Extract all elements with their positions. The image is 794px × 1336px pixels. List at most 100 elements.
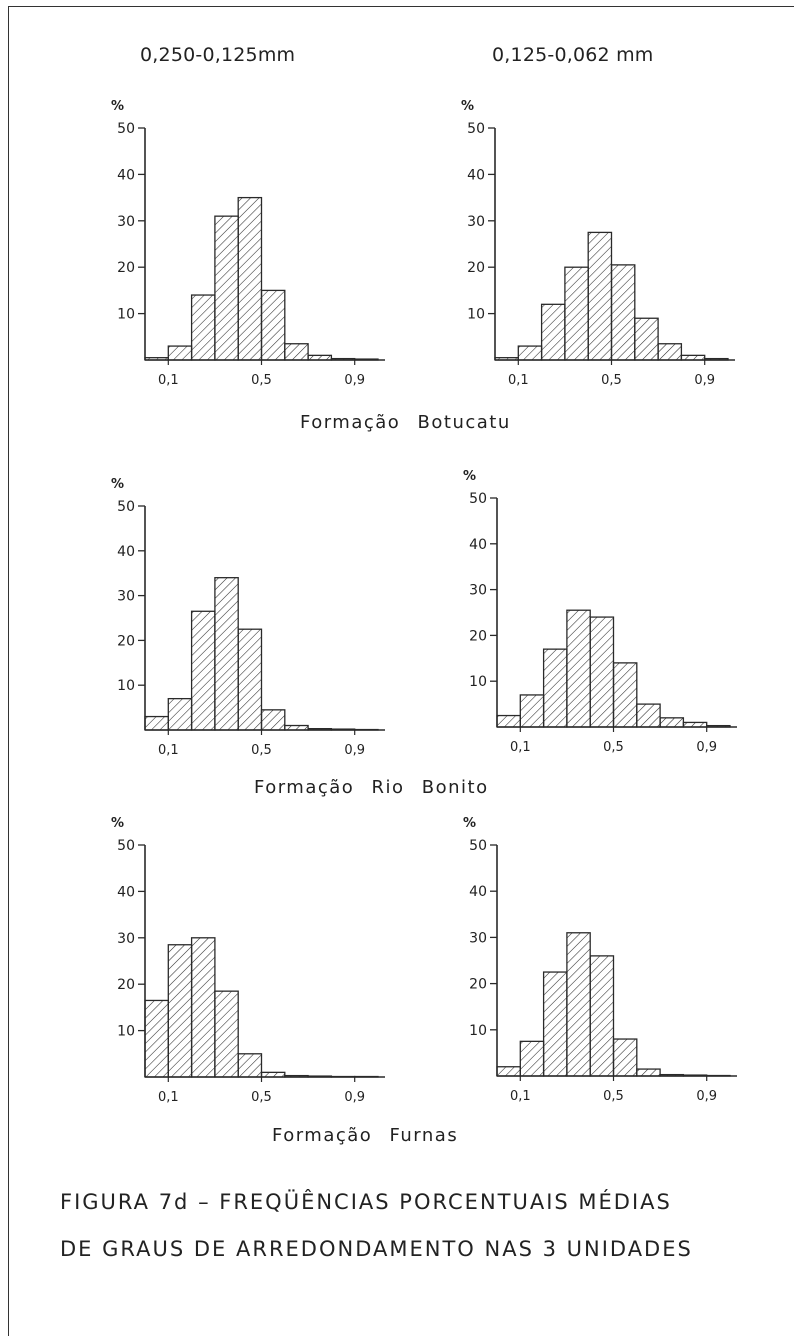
y-tick-label: 30	[467, 214, 485, 230]
y-tick-label: 40	[469, 884, 487, 900]
histogram-bar	[565, 267, 588, 360]
histogram-bar	[262, 290, 285, 360]
y-tick-label: 30	[117, 214, 135, 230]
y-tick-label: 20	[469, 977, 487, 993]
y-tick-label: 40	[467, 167, 485, 183]
histogram-bar	[168, 346, 191, 360]
y-tick-label: 20	[467, 260, 485, 276]
y-tick-label: 30	[469, 583, 487, 599]
histogram-bar	[567, 933, 590, 1076]
histogram-bar	[215, 216, 238, 360]
y-tick-label: 50	[117, 838, 135, 854]
histogram-bar	[497, 1067, 520, 1076]
histogram-bar	[192, 611, 215, 730]
histogram-bar	[590, 617, 613, 727]
histogram-bar	[215, 991, 238, 1077]
caption-line-1: FIGURA 7d – FREQÜÊNCIAS PORCENTUAIS MÉDI…	[60, 1190, 672, 1214]
histogram-2: % 10 20 30 40 50 0,1 0,5 0,9	[445, 90, 785, 430]
y-unit-label: %	[111, 99, 124, 114]
y-tick-label: 40	[469, 537, 487, 553]
x-tick-label: 0,9	[694, 373, 715, 388]
y-unit-label: %	[461, 99, 474, 114]
y-unit-label: %	[463, 469, 476, 484]
histogram-bar	[192, 295, 215, 360]
x-tick-label: 0,1	[508, 373, 529, 388]
histogram-bar	[168, 945, 191, 1077]
y-unit-label: %	[463, 816, 476, 831]
histogram-bar	[145, 1000, 168, 1077]
histogram-bar	[285, 344, 308, 360]
x-tick-label: 0,5	[603, 740, 624, 755]
y-tick-label: 10	[467, 307, 485, 323]
y-tick-label: 10	[117, 307, 135, 323]
histogram-bar	[635, 318, 658, 360]
y-tick-label: 40	[117, 884, 135, 900]
histogram-bar	[215, 578, 238, 730]
y-tick-label: 20	[469, 628, 487, 644]
y-tick-label: 30	[469, 930, 487, 946]
caption-line-2: DE GRAUS DE ARREDONDAMENTO NAS 3 UNIDADE…	[60, 1237, 693, 1261]
y-tick-label: 20	[117, 260, 135, 276]
histogram-bar	[660, 718, 683, 727]
x-tick-label: 0,5	[251, 743, 272, 758]
histogram-bar	[520, 1041, 543, 1076]
histogram-bar	[542, 304, 565, 360]
histogram-bar	[520, 695, 543, 727]
x-tick-label: 0,1	[158, 1090, 179, 1105]
histogram-bar	[168, 699, 191, 730]
histogram-bar	[637, 1069, 660, 1076]
y-tick-label: 20	[117, 633, 135, 649]
y-tick-label: 50	[117, 121, 135, 137]
histogram-bar	[637, 704, 660, 727]
row-label-furnas: Formação Furnas	[272, 1125, 458, 1146]
histogram-5: % 10 20 30 40 50 0,1 0,5 0,9	[95, 805, 435, 1145]
x-tick-label: 0,1	[510, 740, 531, 755]
y-tick-label: 40	[117, 544, 135, 560]
y-tick-label: 30	[117, 589, 135, 605]
histogram-bar	[262, 710, 285, 730]
histogram-bar	[588, 232, 611, 360]
x-tick-label: 0,5	[251, 1090, 272, 1105]
histogram-bar	[614, 1039, 637, 1076]
column-title-fine: 0,125-0,062 mm	[492, 44, 654, 66]
y-tick-label: 30	[117, 931, 135, 947]
histogram-bar	[145, 717, 168, 730]
x-tick-label: 0,1	[158, 743, 179, 758]
histogram-bar	[544, 649, 567, 727]
histogram-bar	[614, 663, 637, 727]
histogram-1: % 10 20 30 40 50 0,1 0,5 0,9	[95, 90, 435, 430]
histogram-bar	[544, 972, 567, 1076]
row-label-botucatu: Formação Botucatu	[300, 412, 511, 433]
x-tick-label: 0,1	[510, 1089, 531, 1104]
x-tick-label: 0,9	[696, 740, 717, 755]
histogram-bar	[497, 716, 520, 727]
y-tick-label: 10	[117, 1024, 135, 1040]
y-unit-label: %	[111, 816, 124, 831]
x-tick-label: 0,9	[344, 1090, 365, 1105]
histogram-bar	[192, 938, 215, 1077]
row-label-rio-bonito: Formação Rio Bonito	[254, 777, 489, 798]
x-tick-label: 0,1	[158, 373, 179, 388]
x-tick-label: 0,5	[601, 373, 622, 388]
histogram-bar	[590, 956, 613, 1076]
y-tick-label: 50	[467, 121, 485, 137]
histogram-bar	[238, 198, 261, 360]
y-unit-label: %	[111, 477, 124, 492]
y-tick-label: 10	[469, 674, 487, 690]
histogram-bar	[567, 610, 590, 727]
histogram-bar	[238, 1054, 261, 1077]
y-tick-label: 10	[469, 1023, 487, 1039]
histogram-bar	[612, 265, 635, 360]
y-tick-label: 50	[117, 499, 135, 515]
y-tick-label: 10	[117, 678, 135, 694]
y-tick-label: 40	[117, 167, 135, 183]
x-tick-label: 0,5	[251, 373, 272, 388]
histogram-bar	[658, 344, 681, 360]
x-tick-label: 0,9	[344, 373, 365, 388]
y-tick-label: 20	[117, 977, 135, 993]
histogram-bar	[238, 629, 261, 730]
column-title-coarse: 0,250-0,125mm	[140, 44, 295, 66]
histogram-bar	[518, 346, 541, 360]
